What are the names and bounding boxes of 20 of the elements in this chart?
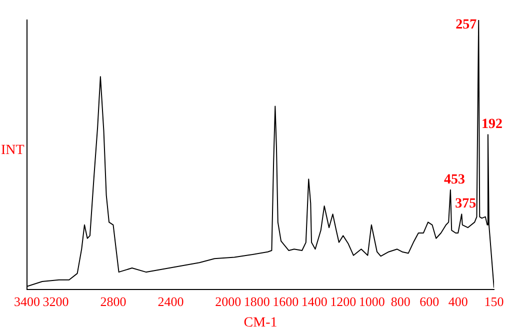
x-tick-label: 150 <box>484 294 504 309</box>
annotation: 453 <box>444 172 465 188</box>
annotation: 375 <box>455 196 476 212</box>
x-tick-label: 2400 <box>158 294 184 309</box>
x-tick-label: 1200 <box>330 294 356 309</box>
x-tick-label: 2800 <box>100 294 126 309</box>
x-tick-label: 3400 <box>14 294 40 309</box>
x-tick-label: 1400 <box>301 294 328 309</box>
x-tick-label: 800 <box>390 294 410 309</box>
x-tick-label: 1800 <box>244 294 270 309</box>
x-tick-label: 600 <box>420 294 440 309</box>
annotation: 257 <box>456 18 477 33</box>
x-tick-label: 2000 <box>215 294 242 309</box>
x-axis-title: CM-1 <box>244 315 278 330</box>
y-axis-title: INT <box>1 143 24 159</box>
annotation: 192 <box>481 117 502 132</box>
x-tick-label: 400 <box>448 294 468 309</box>
x-tick-label: 1600 <box>272 294 299 309</box>
x-tick-label: 1000 <box>358 294 385 309</box>
x-tick-label: 3200 <box>42 294 69 309</box>
